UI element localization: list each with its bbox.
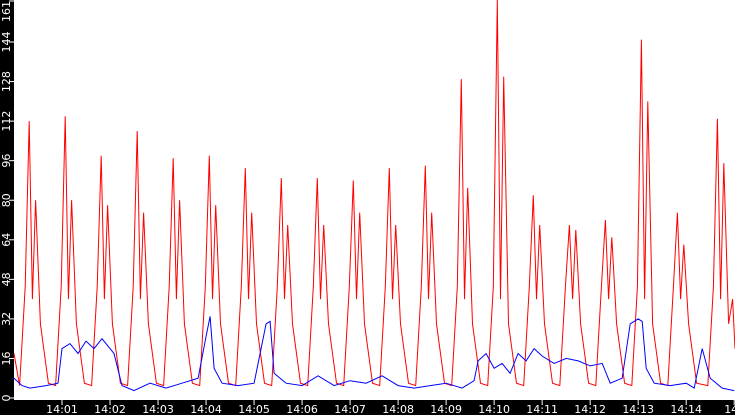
x-tick-label: 14 xyxy=(724,403,735,415)
x-tick-label: 14:09 xyxy=(430,403,462,415)
y-tick-label: 16 xyxy=(0,351,13,365)
x-axis: 14:01 14:02 14:03 14:04 14:05 14:06 14:07 14:08… xyxy=(46,400,735,415)
y-tick-label: 128 xyxy=(0,71,13,92)
x-tick-label: 14:12 xyxy=(574,403,606,415)
y-tick-label: 48 xyxy=(0,272,13,286)
y-tick-label: 112 xyxy=(0,111,13,132)
x-tick-label: 14:04 xyxy=(190,403,222,415)
plot-area xyxy=(14,0,735,400)
y-tick-label: 32 xyxy=(0,312,13,326)
x-tick-label: 14:06 xyxy=(286,403,318,415)
y-axis: 0 16 32 48 64 80 96 112 128 144 161 xyxy=(0,0,14,402)
y-tick-label: 0 xyxy=(0,395,13,402)
x-tick-label: 14:10 xyxy=(478,403,510,415)
x-tick-label: 14:03 xyxy=(142,403,174,415)
x-tick-label: 14:05 xyxy=(238,403,270,415)
x-tick-label: 14:08 xyxy=(382,403,414,415)
y-tick-label: 64 xyxy=(0,233,13,247)
x-tick-label: 14:14 xyxy=(670,403,702,415)
y-tick-label: 161 xyxy=(0,1,13,22)
series-lines xyxy=(13,0,735,392)
x-tick-label: 14:13 xyxy=(622,403,654,415)
x-tick-label: 14:02 xyxy=(94,403,126,415)
x-tick-label: 14:01 xyxy=(46,403,78,415)
x-tick-label: 14:11 xyxy=(526,403,558,415)
x-tick-label: 14:07 xyxy=(334,403,366,415)
y-tick-label: 96 xyxy=(0,154,13,168)
y-tick-label: 80 xyxy=(0,193,13,207)
series-line-1 xyxy=(13,0,735,387)
y-tick-label: 144 xyxy=(0,32,13,53)
